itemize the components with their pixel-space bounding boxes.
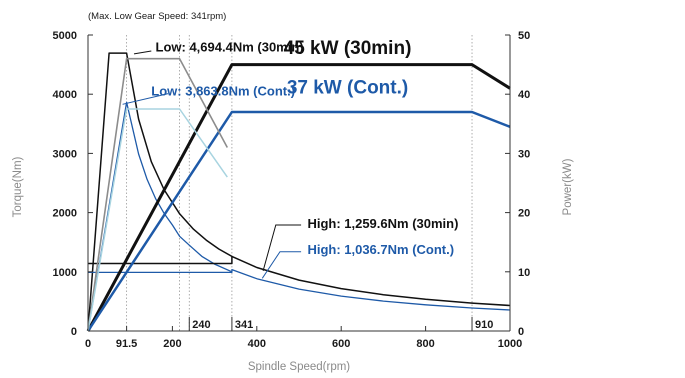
chart-note: (Max. Low Gear Speed: 341rpm) [88,11,226,22]
right-tick-label: 0 [518,326,524,338]
annotation-label-5: High: 1,036.7Nm (Cont.) [307,242,454,257]
right-tick-label: 50 [518,30,530,42]
x-tick-label: 200 [163,338,181,350]
left-tick-label: 5000 [53,30,77,42]
x-marker-label: 910 [475,319,493,331]
left-axis-title: Torque(Nm) [12,156,24,217]
right-tick-label: 20 [518,208,530,220]
annotation-label-4: High: 1,259.6Nm (30min) [307,216,458,231]
guide-lines [126,35,473,331]
annotation-label-2: 45 kW (30min) [284,38,412,59]
x-tick-label: 600 [332,338,350,350]
x-tick-label: 800 [416,338,434,350]
series-line-6 [87,57,229,332]
series-line-5 [86,110,511,332]
series-lines [86,52,511,332]
x-axis-title: Spindle Speed(rpm) [248,361,350,373]
annotation-label-0: Low: 4,694.4Nm (30min) [156,40,304,55]
annotation-label-3: 37 kW (Cont.) [287,78,408,99]
annotation-leader-4 [262,224,302,272]
right-tick-label: 10 [518,267,530,279]
left-tick-label: 0 [71,326,77,338]
series-line-4 [86,63,511,332]
series-line-2 [88,255,511,307]
left-tick-label: 3000 [53,148,77,160]
x-tick-label: 91.5 [116,338,137,350]
annotation-label-1: Low: 3,863.8Nm (Cont.) [151,83,295,98]
axes [87,34,511,332]
annotation-leader-5 [261,251,302,279]
annotation-leader-0 [133,50,152,55]
right-tick-label: 40 [518,89,530,101]
x-marker-label: 240 [192,319,210,331]
annotations: Low: 4,694.4Nm (30min) Low: 3,863.8Nm (Co… [122,38,458,279]
left-tick-label: 1000 [53,267,77,279]
x-tick-label: 1000 [498,338,522,350]
left-tick-label: 2000 [53,208,77,220]
x-tick-label: 400 [248,338,266,350]
x-tick-label: 0 [85,338,91,350]
right-axis-title: Power(kW) [562,158,574,215]
left-tick-label: 4000 [53,89,77,101]
series-line-7 [87,108,228,332]
right-tick-label: 30 [518,148,530,160]
x-marker-label: 341 [235,319,253,331]
annotation-leader-1 [122,93,169,105]
series-line-3 [88,268,511,311]
